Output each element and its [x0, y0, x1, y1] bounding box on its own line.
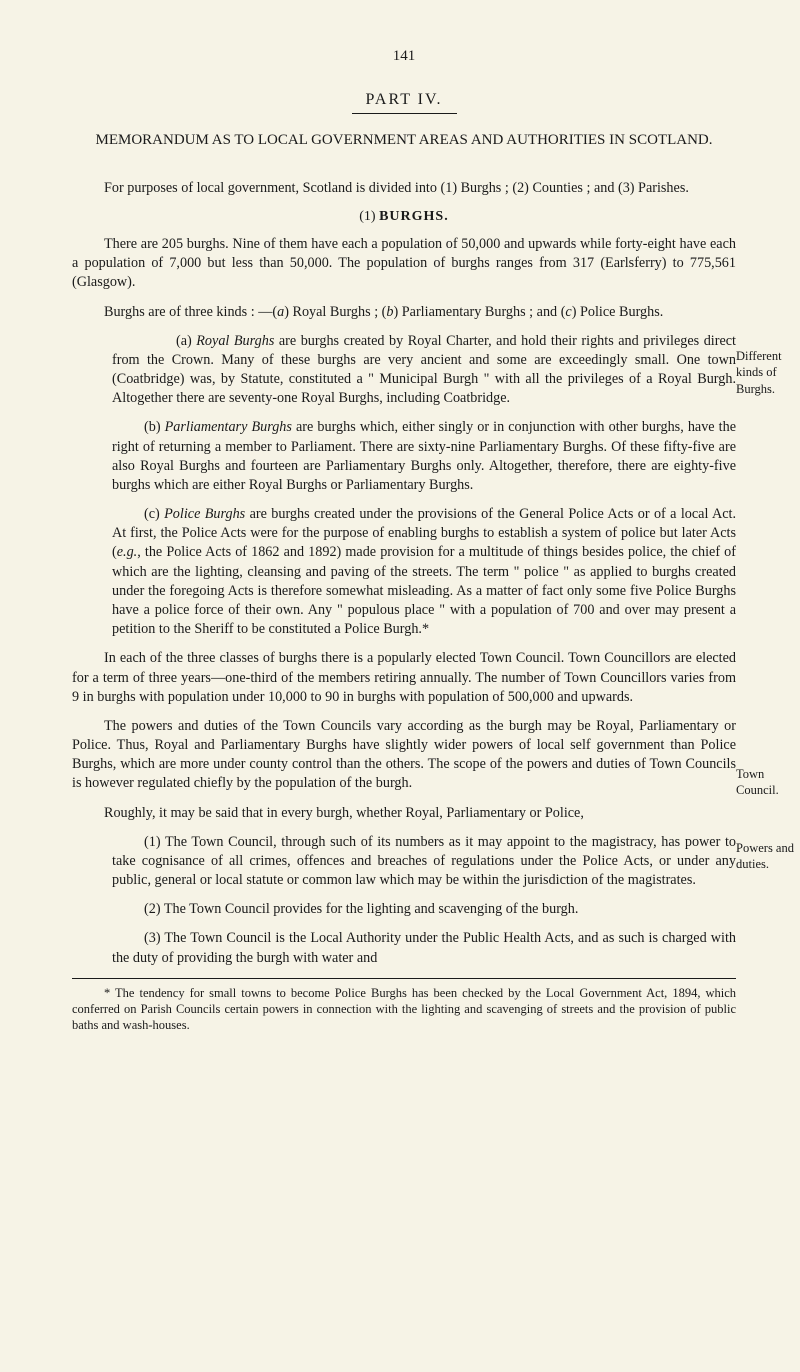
body-text: For purposes of local government, Scotla…: [72, 179, 736, 1033]
paragraph-roughly: Roughly, it may be said that in every bu…: [72, 804, 736, 823]
paragraph-powers-duties: The powers and duties of the Town Counci…: [72, 717, 736, 794]
margin-note-town-council: Town Council.: [736, 766, 794, 799]
sub-parliamentary-burghs: (b) Parliamentary Burghs are burghs whic…: [112, 418, 736, 495]
label-a: (a): [176, 333, 196, 349]
memo-title: MEMORANDUM AS TO LOCAL GOVERNMENT AREAS …: [82, 130, 726, 151]
margin-note-powers: Powers and duties.: [736, 840, 794, 873]
numbered-1: (1) The Town Council, through such of it…: [112, 833, 736, 891]
part-heading: PART IV.: [72, 91, 736, 109]
burghs-word: BURGHS.: [379, 209, 449, 224]
sub-b-title: Parliamentary Burghs: [165, 419, 292, 435]
page-number: 141: [72, 48, 736, 65]
burghs-num: (1): [359, 209, 375, 224]
footnote: * The tendency for small towns to become…: [72, 985, 736, 1034]
label-b: b: [386, 304, 393, 320]
text: Burghs are of three kinds : —(: [104, 304, 277, 320]
numbered-2: (2) The Town Council provides for the li…: [112, 900, 736, 919]
sub-police-burghs: (c) Police Burghs are burghs created und…: [112, 505, 736, 639]
intro-paragraph: For purposes of local government, Scotla…: [72, 179, 736, 198]
paragraph-burgh-stats: There are 205 burghs. Nine of them have …: [72, 235, 736, 293]
sub-c-body2: , the Police Acts of 1862 and 1892) made…: [112, 544, 736, 637]
label-c: (c): [144, 506, 164, 522]
sub-c-title: Police Burghs: [164, 506, 245, 522]
sub-royal-burghs: (a) Royal Burghs are burghs created by R…: [112, 332, 736, 409]
numbered-3: (3) The Town Council is the Local Author…: [112, 929, 736, 967]
text: ) Parliamentary Burghs ; and (: [394, 304, 566, 320]
paragraph-three-kinds: Burghs are of three kinds : —(a) Royal B…: [72, 303, 736, 322]
burghs-heading: (1) BURGHS.: [72, 208, 736, 227]
footnote-rule: [72, 978, 736, 979]
divider-rule: [352, 113, 457, 114]
label-b: (b): [144, 419, 165, 435]
sub-a-title: Royal Burghs: [196, 333, 274, 349]
eg: e.g.: [117, 544, 138, 560]
text: ) Police Burghs.: [572, 304, 664, 320]
text: ) Royal Burghs ; (: [284, 304, 386, 320]
paragraph-town-council: In each of the three classes of burghs t…: [72, 649, 736, 707]
margin-note-kinds: Different kinds of Burghs.: [736, 348, 794, 397]
